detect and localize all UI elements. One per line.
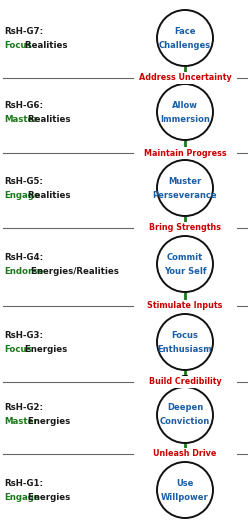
Text: RsH-G5:: RsH-G5: xyxy=(4,176,43,186)
Ellipse shape xyxy=(157,462,213,518)
Text: Energies: Energies xyxy=(25,418,70,427)
Ellipse shape xyxy=(157,314,213,370)
Text: Enthusiasm: Enthusiasm xyxy=(158,344,212,354)
Text: Challenges: Challenges xyxy=(159,40,211,49)
Text: RsH-G6:: RsH-G6: xyxy=(4,101,43,110)
Text: RsH-G1:: RsH-G1: xyxy=(4,479,43,488)
Text: Conviction: Conviction xyxy=(160,418,210,427)
Text: Engage: Engage xyxy=(4,492,40,501)
Text: Unleash Drive: Unleash Drive xyxy=(153,449,217,458)
Text: Your Self: Your Self xyxy=(164,267,206,276)
Text: Deepen: Deepen xyxy=(167,403,203,412)
Text: Focus: Focus xyxy=(4,40,32,49)
Text: Master: Master xyxy=(4,418,38,427)
Ellipse shape xyxy=(157,387,213,443)
Text: Energies: Energies xyxy=(25,492,70,501)
Text: Face: Face xyxy=(174,26,196,36)
Text: Use: Use xyxy=(176,479,194,488)
Text: Commit: Commit xyxy=(167,252,203,261)
Text: Muster: Muster xyxy=(168,176,202,186)
Text: RsH-G4:: RsH-G4: xyxy=(4,252,43,261)
Text: Realities: Realities xyxy=(22,40,67,49)
Text: RsH-G3:: RsH-G3: xyxy=(4,331,43,340)
Text: Immersion: Immersion xyxy=(160,114,210,123)
Text: Realities: Realities xyxy=(25,190,70,199)
Text: Build Credibility: Build Credibility xyxy=(148,377,222,386)
Text: RsH-G2:: RsH-G2: xyxy=(4,403,43,412)
Text: Engage: Engage xyxy=(4,190,40,199)
Text: Address Uncertainty: Address Uncertainty xyxy=(138,74,232,83)
Text: Focus: Focus xyxy=(172,331,198,340)
Text: Focus: Focus xyxy=(4,344,32,354)
Ellipse shape xyxy=(157,84,213,140)
Text: Perseverance: Perseverance xyxy=(153,190,217,199)
Ellipse shape xyxy=(157,160,213,216)
Text: Energies: Energies xyxy=(22,344,67,354)
Text: Willpower: Willpower xyxy=(161,492,209,501)
Text: RsH-G7:: RsH-G7: xyxy=(4,26,43,36)
Text: Stimulate Inputs: Stimulate Inputs xyxy=(147,302,223,311)
Ellipse shape xyxy=(157,10,213,66)
Ellipse shape xyxy=(157,236,213,292)
Text: Energies/Realities: Energies/Realities xyxy=(28,267,120,276)
Text: Endorse: Endorse xyxy=(4,267,43,276)
Text: Realities: Realities xyxy=(25,114,70,123)
Text: Maintain Progress: Maintain Progress xyxy=(144,148,226,157)
Text: Allow: Allow xyxy=(172,101,198,110)
Text: Bring Strengths: Bring Strengths xyxy=(149,224,221,233)
Text: Master: Master xyxy=(4,114,38,123)
